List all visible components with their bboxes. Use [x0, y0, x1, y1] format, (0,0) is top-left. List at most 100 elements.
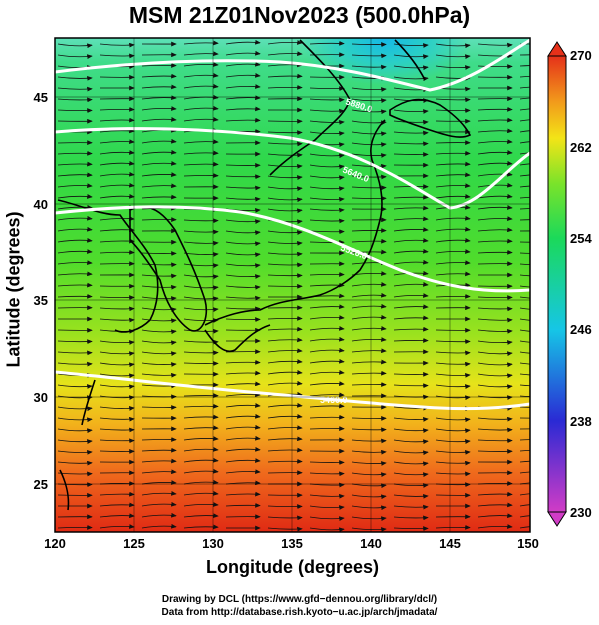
streamline: [141, 73, 177, 79]
streamline: [477, 306, 513, 312]
streamline: [435, 373, 471, 378]
streamline: [225, 263, 261, 269]
streamline: [57, 260, 93, 266]
streamline: [225, 392, 261, 397]
streamline: [183, 361, 219, 366]
streamline: [99, 249, 135, 255]
streamline: [57, 417, 93, 423]
streamline: [225, 413, 261, 419]
streamline: [309, 207, 345, 213]
streamline: [351, 527, 387, 532]
streamline: [477, 106, 513, 112]
colorbar-body: [547, 55, 567, 513]
streamline: [477, 373, 513, 379]
streamline: [267, 369, 303, 375]
streamline: [519, 482, 530, 485]
streamline: [141, 262, 177, 268]
streamline: [309, 315, 345, 320]
streamline: [477, 171, 513, 177]
streamline: [477, 160, 513, 166]
streamline: [141, 372, 177, 378]
streamline: [99, 362, 135, 368]
cold-core: [300, 38, 470, 85]
streamline: [351, 494, 387, 500]
streamline: [351, 42, 387, 47]
plot-frame: [54, 37, 531, 533]
streamline: [267, 436, 303, 442]
contour-5460: [55, 38, 530, 92]
streamline: [309, 97, 345, 103]
streamline: [393, 152, 429, 157]
streamline: [267, 152, 303, 158]
streamline: [57, 150, 93, 156]
streamline: [519, 274, 530, 277]
streamline: [477, 491, 513, 497]
streamline: [99, 42, 135, 48]
streamline: [435, 449, 471, 455]
streamline: [519, 208, 530, 210]
streamline: [141, 307, 177, 313]
streamline: [57, 54, 93, 60]
streamline: [435, 524, 471, 530]
map-title: MSM 21Z01Nov2023 (500.0hPa): [128, 2, 471, 28]
streamline: [267, 186, 303, 192]
streamline: [225, 306, 261, 312]
streamline: [141, 149, 177, 155]
streamline: [183, 513, 219, 519]
streamline: [267, 240, 303, 246]
streamline: [519, 351, 530, 354]
streamline: [477, 139, 513, 145]
streamline: [519, 97, 530, 100]
streamline: [183, 173, 219, 178]
streamline: [141, 501, 177, 507]
streamline: [225, 230, 261, 236]
streamline: [477, 317, 513, 323]
streamline: [477, 295, 513, 300]
streamline: [393, 205, 429, 211]
streamline: [141, 161, 177, 166]
streamline: [351, 516, 387, 522]
streamline: [519, 362, 530, 365]
streamline: [141, 172, 177, 177]
streamline: [477, 53, 513, 59]
streamline: [57, 406, 93, 412]
streamline: [393, 194, 429, 200]
streamline: [351, 449, 387, 455]
streamline: [309, 131, 345, 136]
streamline: [99, 340, 135, 345]
streamline: [351, 53, 387, 59]
streamline: [99, 106, 135, 112]
streamline: [519, 439, 530, 441]
streamline: [351, 461, 387, 466]
streamline: [57, 428, 93, 434]
streamline: [57, 108, 93, 113]
streamline: [519, 263, 530, 266]
streamline: [267, 51, 303, 57]
streamline: [141, 95, 177, 101]
streamline: [309, 527, 345, 532]
streamline: [225, 50, 261, 56]
streamline: [57, 161, 93, 167]
streamline: [435, 339, 471, 345]
streamline: [351, 292, 387, 298]
streamline: [183, 51, 219, 57]
streamline: [351, 64, 387, 70]
colorbar-label: 230: [570, 505, 592, 520]
streamline: [435, 294, 471, 299]
y-tick-label: 40: [34, 197, 48, 212]
streamline: [99, 306, 135, 312]
streamline: [99, 171, 135, 177]
streamline: [435, 439, 471, 444]
streamline: [519, 526, 530, 529]
streamline: [225, 317, 261, 322]
streamline: [183, 161, 219, 167]
streamline: [99, 128, 135, 134]
streamline: [477, 351, 513, 357]
streamline: [519, 395, 530, 397]
y-axis-label: Latitude (degrees): [3, 211, 24, 368]
streamline: [183, 296, 219, 302]
streamline: [57, 339, 93, 345]
contour-5520: [55, 127, 530, 210]
streamline: [309, 516, 345, 522]
streamline: [519, 86, 530, 89]
